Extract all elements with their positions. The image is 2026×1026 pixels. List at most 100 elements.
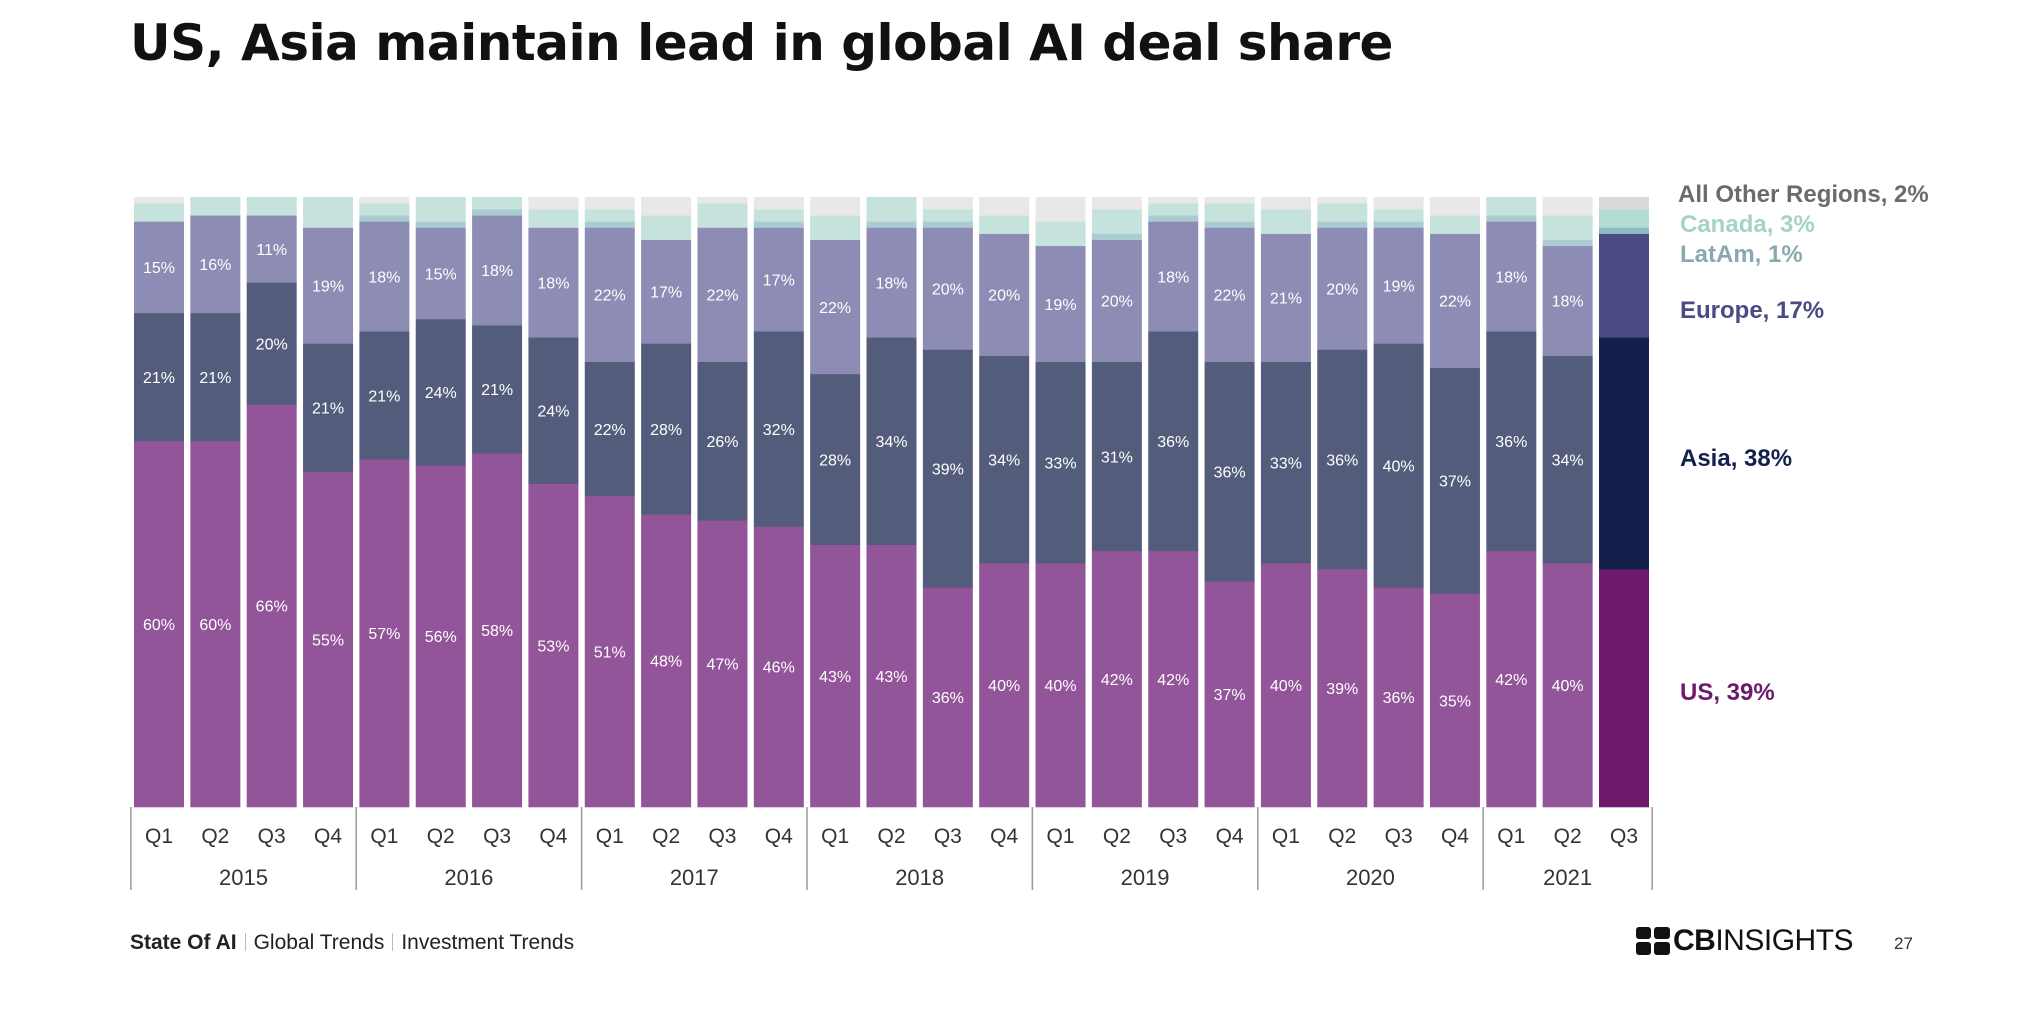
data-label-asia: 21% bbox=[312, 400, 344, 417]
data-label-asia: 24% bbox=[537, 404, 569, 421]
data-label-asia: 36% bbox=[1157, 434, 1189, 451]
x-tick-label: Q1 bbox=[596, 825, 624, 848]
x-tick-label: Q3 bbox=[1610, 825, 1638, 848]
bar-segment-other bbox=[1260, 197, 1311, 210]
bar-segment-other bbox=[641, 197, 692, 216]
x-tick-label: Q3 bbox=[934, 825, 962, 848]
bar-segment-us bbox=[1599, 569, 1649, 808]
bar-segment-canada bbox=[1091, 209, 1142, 234]
data-label-asia: 31% bbox=[1101, 449, 1133, 466]
data-label-asia: 21% bbox=[143, 370, 175, 387]
data-label-us: 40% bbox=[1045, 678, 1077, 695]
x-tick-label: Q1 bbox=[1272, 825, 1300, 848]
data-label-europe: 18% bbox=[1157, 269, 1189, 286]
bar-segment-europe bbox=[528, 227, 579, 338]
bar-segment-europe bbox=[1599, 233, 1649, 338]
series-label-canada: Canada, 3% bbox=[1680, 211, 1815, 238]
x-tick-label: Q4 bbox=[539, 825, 567, 848]
bar-segment-us bbox=[1204, 581, 1255, 808]
bar-segment-latam bbox=[1542, 239, 1593, 247]
bar-segment-us bbox=[1373, 587, 1424, 808]
data-label-asia: 26% bbox=[706, 434, 738, 451]
data-label-europe: 15% bbox=[425, 266, 457, 283]
footer-section: State Of AI bbox=[130, 931, 237, 954]
data-label-europe: 20% bbox=[932, 282, 964, 299]
bar-segment-canada bbox=[415, 197, 466, 222]
data-label-europe: 21% bbox=[1270, 291, 1302, 308]
data-label-europe: 18% bbox=[1552, 294, 1584, 311]
x-tick-label: Q4 bbox=[1216, 825, 1244, 848]
bar-segment-canada bbox=[979, 215, 1030, 234]
data-label-europe: 15% bbox=[143, 260, 175, 277]
bar-segment-canada bbox=[1260, 209, 1311, 234]
data-label-asia: 34% bbox=[988, 452, 1020, 469]
bar-segment-us bbox=[415, 465, 466, 808]
bar-segment-other bbox=[1373, 197, 1424, 210]
data-label-asia: 24% bbox=[425, 385, 457, 402]
cbinsights-logo-icon bbox=[1636, 927, 1670, 955]
bar-segment-other bbox=[979, 197, 1030, 216]
x-tick-label: Q1 bbox=[1497, 825, 1525, 848]
x-year-label: 2017 bbox=[670, 865, 719, 890]
data-label-europe: 18% bbox=[537, 275, 569, 292]
bar-segment-asia bbox=[1204, 361, 1255, 582]
bar-segment-canada bbox=[134, 203, 184, 222]
bar-segment-europe bbox=[866, 227, 917, 338]
data-label-asia: 40% bbox=[1383, 458, 1415, 475]
data-label-us: 66% bbox=[256, 599, 288, 616]
bar-segment-canada bbox=[246, 197, 297, 216]
bar-segment-canada bbox=[810, 215, 861, 240]
bar-segment-canada bbox=[641, 215, 692, 240]
data-label-us: 57% bbox=[368, 626, 400, 643]
bar-segment-us bbox=[528, 483, 579, 808]
data-label-asia: 34% bbox=[875, 434, 907, 451]
bar-segment-asia bbox=[1148, 331, 1199, 552]
data-label-europe: 19% bbox=[1045, 297, 1077, 314]
data-label-asia: 33% bbox=[1270, 455, 1302, 472]
bar-segment-latam bbox=[753, 221, 804, 228]
x-tick-label: Q2 bbox=[1554, 825, 1582, 848]
bar-segment-latam bbox=[1599, 227, 1649, 234]
data-label-us: 40% bbox=[1270, 678, 1302, 695]
footer-breadcrumb: State Of AI Global Trends Investment Trend… bbox=[130, 931, 574, 955]
bar-segment-us bbox=[1429, 593, 1480, 808]
data-label-us: 43% bbox=[875, 669, 907, 686]
data-label-europe: 20% bbox=[988, 288, 1020, 305]
data-label-us: 39% bbox=[1326, 681, 1358, 698]
data-label-asia: 36% bbox=[1214, 465, 1246, 482]
bar-segment-canada bbox=[866, 197, 917, 222]
data-label-asia: 36% bbox=[1495, 434, 1527, 451]
bar-segment-canada bbox=[1317, 203, 1368, 222]
bar-segment-europe bbox=[641, 239, 692, 344]
stacked-bar-chart: 60% 21% 15% 60% 21% 16% 66% 20% 11% 55% 21% 19% 57% 2… bbox=[130, 181, 1929, 890]
data-label-asia: 36% bbox=[1326, 452, 1358, 469]
x-tick-label: Q3 bbox=[258, 825, 286, 848]
footer-divider bbox=[392, 933, 394, 951]
bar-segment-us bbox=[922, 587, 973, 808]
bar-segment-europe bbox=[359, 221, 410, 332]
bar-segment-us bbox=[303, 471, 354, 808]
data-label-us: 56% bbox=[425, 629, 457, 646]
data-label-us: 40% bbox=[1552, 678, 1584, 695]
data-label-us: 60% bbox=[143, 617, 175, 634]
bar-segment-asia bbox=[584, 361, 635, 497]
data-label-us: 48% bbox=[650, 654, 682, 671]
bar-segment-europe bbox=[922, 227, 973, 350]
data-label-europe: 17% bbox=[763, 272, 795, 289]
data-label-europe: 22% bbox=[1214, 288, 1246, 305]
footer-divider bbox=[244, 933, 246, 951]
data-label-us: 46% bbox=[763, 660, 795, 677]
bar-segment-canada bbox=[697, 203, 748, 228]
data-label-europe: 16% bbox=[199, 257, 231, 274]
bar-segment-us bbox=[134, 441, 184, 808]
bar-segment-other bbox=[134, 197, 184, 204]
bar-segment-canada bbox=[472, 197, 523, 210]
bar-segment-us bbox=[641, 514, 692, 808]
bar-segment-asia bbox=[866, 337, 917, 545]
bar-segment-us bbox=[1260, 563, 1311, 808]
data-label-europe: 22% bbox=[706, 288, 738, 305]
data-label-us: 43% bbox=[819, 669, 851, 686]
bar-segment-latam bbox=[1317, 221, 1368, 228]
bar-segment-asia bbox=[246, 282, 297, 405]
series-label-asia: Asia, 38% bbox=[1680, 445, 1792, 472]
